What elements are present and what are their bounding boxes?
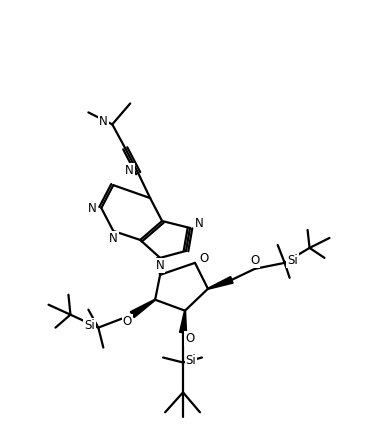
- Text: Si: Si: [287, 254, 298, 267]
- Text: N: N: [109, 232, 118, 245]
- Polygon shape: [157, 258, 163, 275]
- Text: Si: Si: [84, 319, 95, 332]
- Text: N: N: [125, 164, 134, 177]
- Text: Si: Si: [186, 354, 196, 367]
- Text: N: N: [156, 259, 165, 273]
- Text: O: O: [185, 332, 194, 345]
- Text: O: O: [199, 252, 209, 265]
- Polygon shape: [208, 277, 233, 289]
- Text: O: O: [123, 315, 132, 328]
- Text: N: N: [88, 202, 97, 215]
- Polygon shape: [180, 310, 186, 333]
- Text: O: O: [250, 254, 259, 267]
- Text: N: N: [99, 115, 108, 128]
- Text: N: N: [194, 218, 203, 231]
- Polygon shape: [130, 299, 155, 318]
